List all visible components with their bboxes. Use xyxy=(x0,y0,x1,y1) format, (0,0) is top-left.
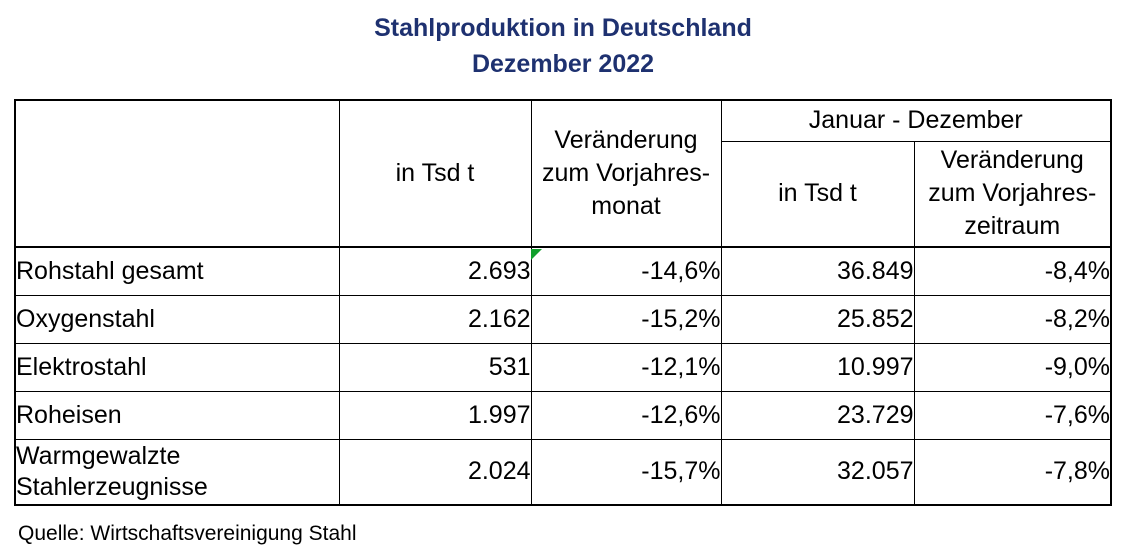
row-label: Roheisen xyxy=(14,390,340,440)
header-row-label xyxy=(14,99,340,248)
header-group-ytd: Januar - Dezember xyxy=(720,99,1112,142)
header-ytd-value: in Tsd t xyxy=(720,140,915,248)
month-value-cell: 2.693 xyxy=(338,246,532,296)
header-ytd-change: Veränderung zum Vorjahres- zeitraum xyxy=(913,140,1112,248)
month-change-cell: -12,6% xyxy=(530,390,722,440)
month-change-cell: -15,2% xyxy=(530,294,722,344)
row-label: Rohstahl gesamt xyxy=(14,246,340,296)
cell-error-triangle-icon xyxy=(531,249,542,260)
page-title: Stahlproduktion in Deutschland Dezember … xyxy=(0,10,1126,82)
table-row: Roheisen 1.997 -12,6% 23.729 -7,6% xyxy=(14,390,1112,440)
ytd-value-cell: 36.849 xyxy=(720,246,915,296)
row-label: Oxygenstahl xyxy=(14,294,340,344)
steel-production-table: in Tsd t Veränderung zum Vorjahres- mona… xyxy=(14,99,1113,506)
row-label: Warmgewalzte Stahlerzeugnisse xyxy=(14,438,340,506)
month-change-cell: -12,1% xyxy=(530,342,722,392)
ytd-value-cell: 32.057 xyxy=(720,438,915,506)
header-month-value: in Tsd t xyxy=(338,99,532,248)
ytd-change-cell: -8,2% xyxy=(913,294,1112,344)
table-row: Elektrostahl 531 -12,1% 10.997 -9,0% xyxy=(14,342,1112,392)
table-row: Rohstahl gesamt 2.693 -14,6% 36.849 -8,4… xyxy=(14,246,1112,296)
source-note: Quelle: Wirtschaftsvereinigung Stahl xyxy=(18,522,357,545)
table-row: Warmgewalzte Stahlerzeugnisse 2.024 -15,… xyxy=(14,438,1112,506)
ytd-change-cell: -8,4% xyxy=(913,246,1112,296)
title-line-1: Stahlproduktion in Deutschland xyxy=(374,14,752,42)
ytd-value-cell: 23.729 xyxy=(720,390,915,440)
month-value-cell: 2.024 xyxy=(338,438,532,506)
month-value-cell: 2.162 xyxy=(338,294,532,344)
ytd-value-cell: 10.997 xyxy=(720,342,915,392)
month-value-cell: 531 xyxy=(338,342,532,392)
ytd-value-cell: 25.852 xyxy=(720,294,915,344)
header-row-sub: in Tsd t Veränderung zum Vorjahres- zeit… xyxy=(15,140,1112,248)
header-row-group: in Tsd t Veränderung zum Vorjahres- mona… xyxy=(14,99,1112,248)
row-label: Elektrostahl xyxy=(14,342,340,392)
header-month-change: Veränderung zum Vorjahres- monat xyxy=(530,99,722,248)
month-value-cell: 1.997 xyxy=(338,390,532,440)
ytd-change-cell: -7,8% xyxy=(913,438,1112,506)
title-line-2: Dezember 2022 xyxy=(471,50,655,78)
ytd-change-cell: -9,0% xyxy=(913,342,1112,392)
table-row: Oxygenstahl 2.162 -15,2% 25.852 -8,2% xyxy=(14,294,1112,344)
month-change-cell: -15,7% xyxy=(530,438,722,506)
ytd-change-cell: -7,6% xyxy=(913,390,1112,440)
month-change-cell: -14,6% xyxy=(530,246,722,296)
